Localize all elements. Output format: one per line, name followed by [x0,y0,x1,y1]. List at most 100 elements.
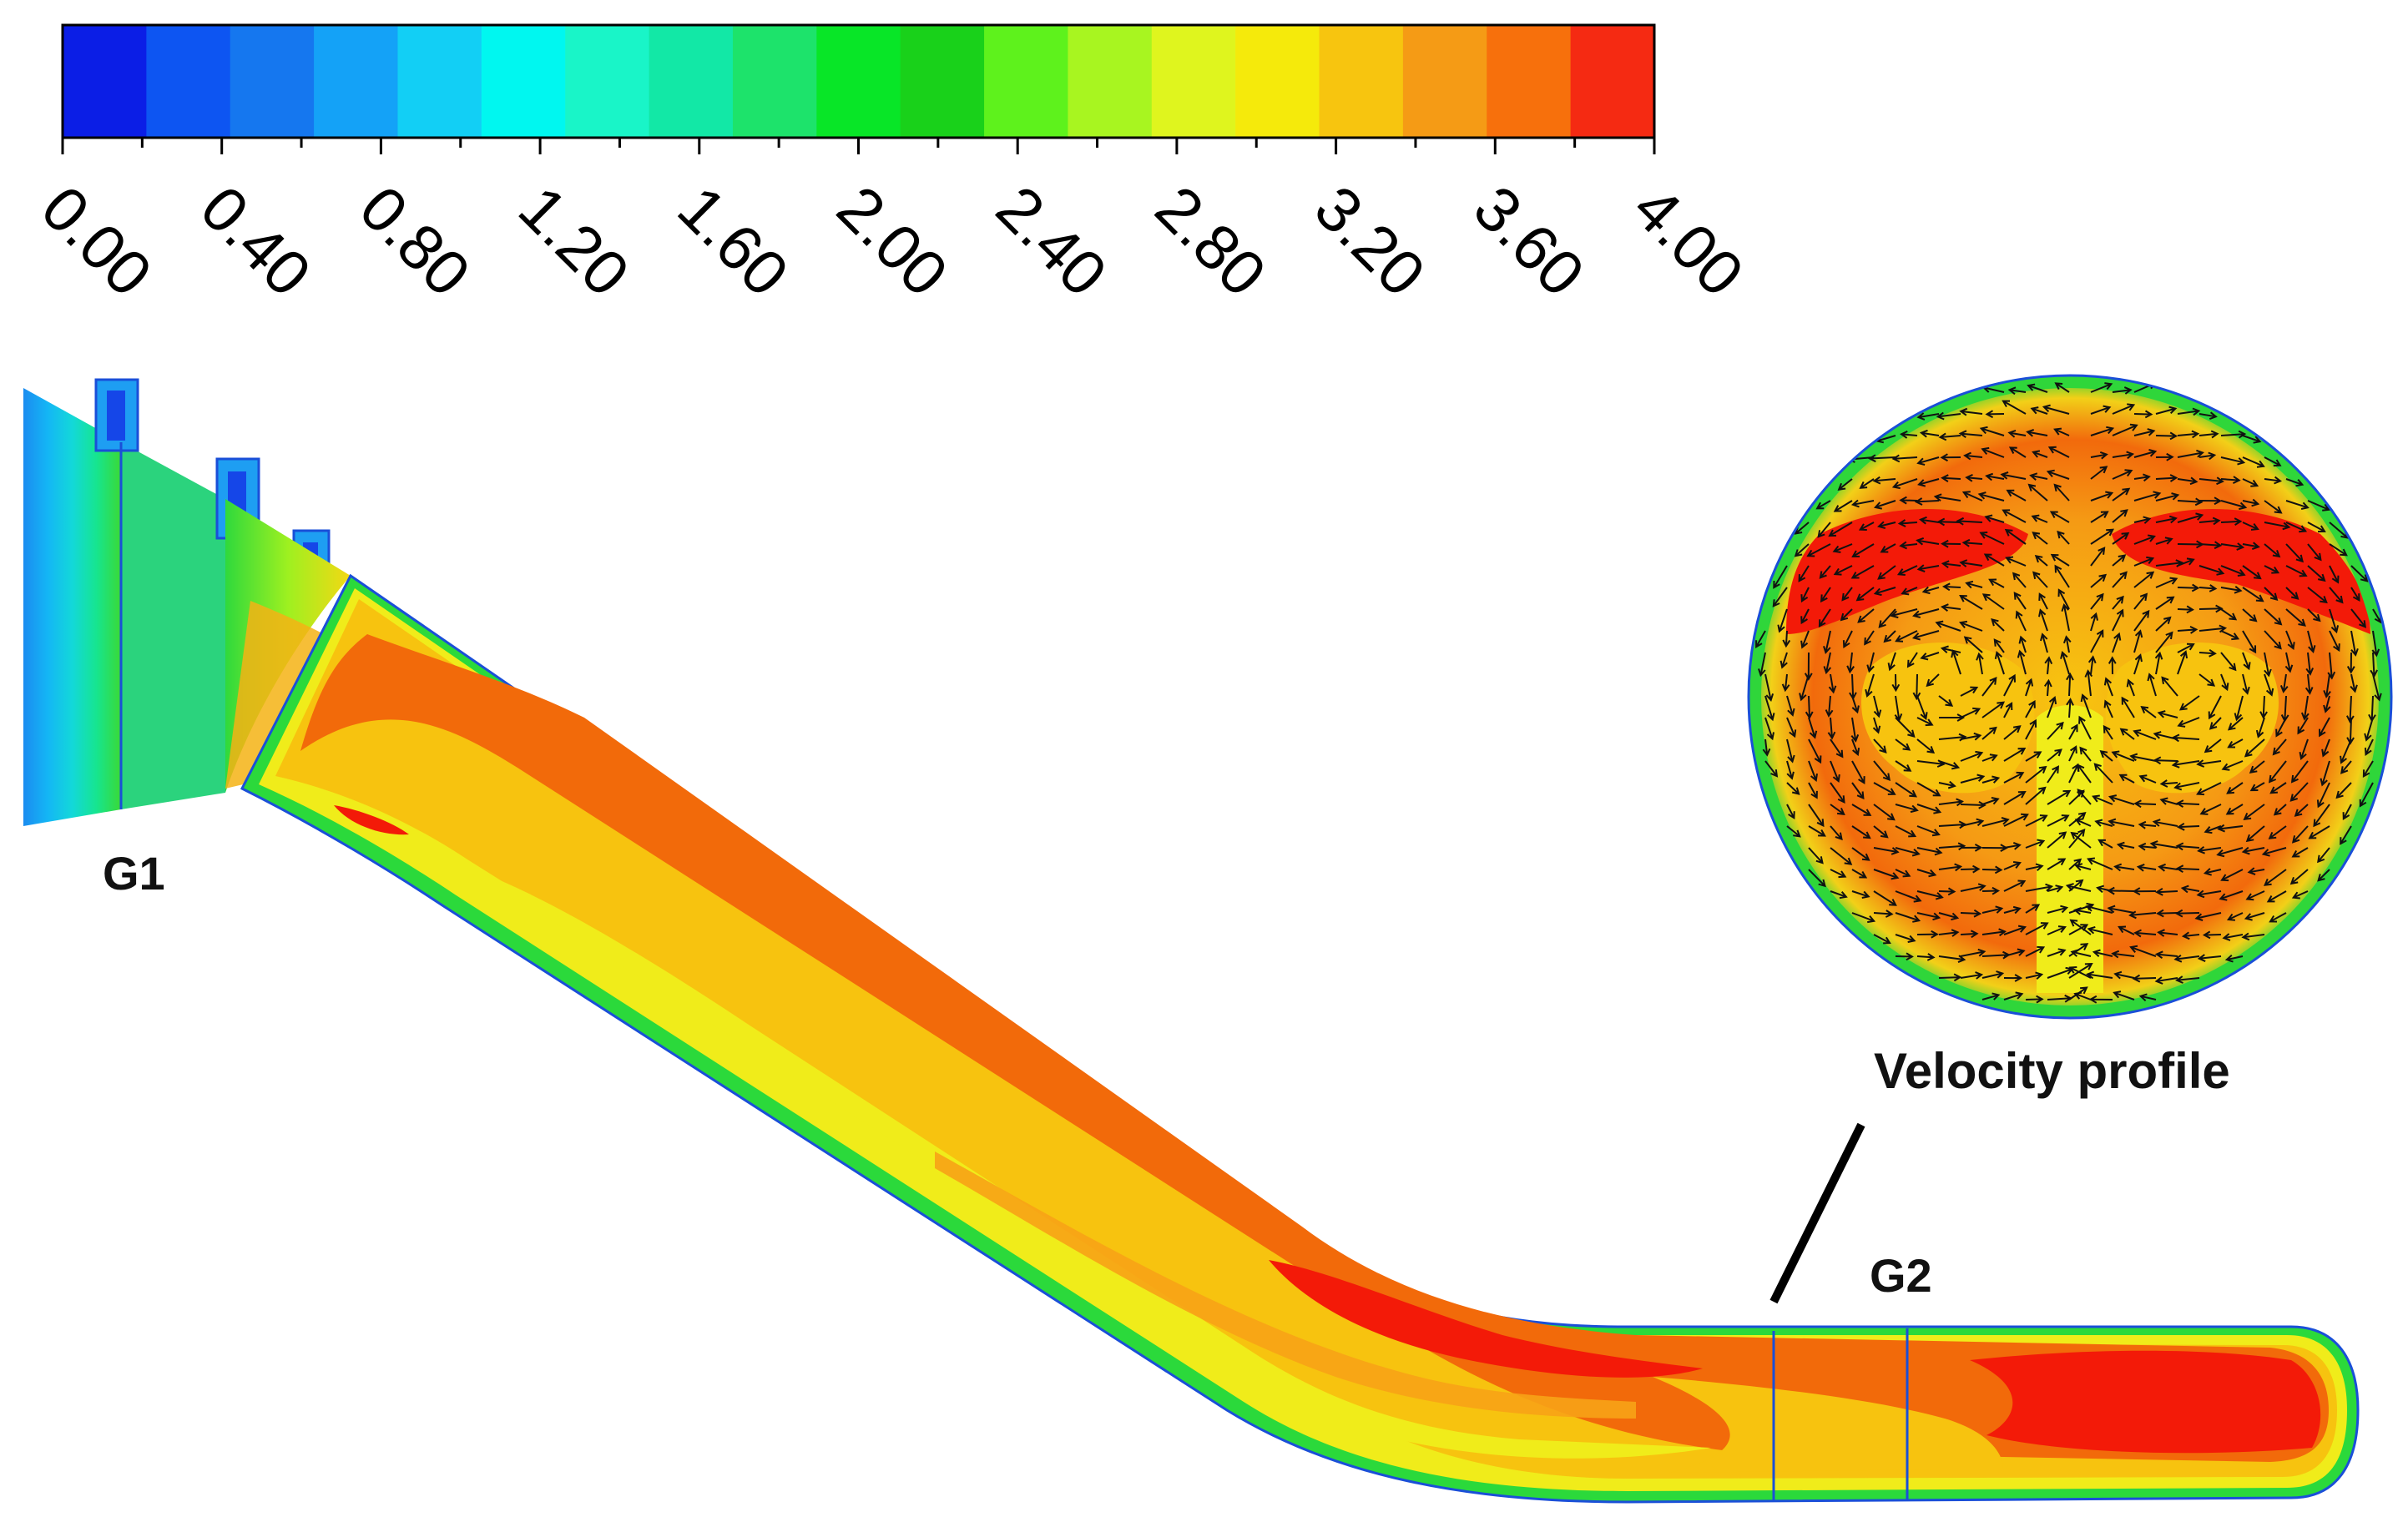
velocity-vector [1868,454,1896,463]
velocity-vector [1938,695,1954,707]
velocity-vector [1764,673,1774,702]
velocity-vector [2112,386,2133,395]
velocity-vector [1960,800,1986,809]
velocity-vector [1963,636,1983,653]
velocity-vector [2042,404,2070,415]
velocity-vector [2112,403,2136,415]
velocity-vector [1830,847,1853,865]
velocity-vector [1808,869,1826,888]
velocity-vector [1991,618,2005,632]
velocity-vector [2291,847,2309,858]
velocity-vector [2090,511,2109,523]
velocity-vector [2321,738,2330,758]
velocity-vector [1938,432,1961,441]
velocity-vector [1800,608,1810,625]
velocity-vector [2175,975,2200,984]
velocity-vector [1823,652,1832,675]
velocity-vector [1894,695,1903,722]
velocity-vector [1981,446,2005,458]
velocity-vector [2133,592,2148,610]
velocity-vector [2047,858,2067,870]
velocity-vector [2149,840,2178,849]
colorbar-band [816,25,901,138]
velocity-vector [2220,476,2241,485]
velocity-vector [2133,609,2150,632]
velocity-vector [2196,759,2222,768]
velocity-vector [1899,541,1918,550]
velocity-vector-field [1755,381,2382,1004]
velocity-vector [2121,696,2135,718]
velocity-vector [1938,842,1966,851]
velocity-vector [2289,869,2309,885]
velocity-vector [1961,491,1983,501]
velocity-vector [1916,717,1934,727]
velocity-vector [2003,842,2022,850]
velocity-vector [2155,452,2174,461]
velocity-vector [1841,587,1853,602]
velocity-vector [2133,929,2157,938]
velocity-vector [2208,695,2222,720]
hot-spot-outlet [1970,1350,2321,1454]
velocity-vector [2007,386,2027,396]
colorbar-band [146,25,231,138]
colorbar: 0.00 0.40 0.80 1.20 1.60 2.00 2.40 2.80 3.20 3.60… [28,23,1757,310]
velocity-vector [2359,782,2374,808]
velocity-vector [2307,587,2328,604]
velocity-vector [2086,970,2113,980]
velocity-vector [1830,804,1845,815]
velocity-vector [2285,587,2299,600]
velocity-vector [2242,498,2260,507]
velocity-vector [2307,522,2326,533]
velocity-vector [2284,652,2294,673]
velocity-vector [2003,879,2027,892]
velocity-vector [2316,782,2330,809]
velocity-vector [2025,814,2048,827]
velocity-vector [2112,487,2131,501]
velocity-vector [1960,844,1983,852]
velocity-vector [2305,673,2314,695]
velocity-vector [2329,587,2344,604]
velocity-vector [1891,478,1918,490]
velocity-vector [1938,929,1960,937]
velocity-vector [1916,456,1940,466]
velocity-vector [2269,912,2287,923]
velocity-vector [1786,695,1795,717]
velocity-vector [2217,824,2244,833]
velocity-vector [2307,565,2326,582]
velocity-vector [1960,750,1984,762]
velocity-vector [2291,825,2309,844]
hot-spot-upper [1269,1260,1703,1378]
velocity-vector [2272,738,2287,756]
velocity-vector [2068,963,2093,979]
velocity-vector [2263,869,2287,886]
velocity-vector [2242,522,2259,531]
velocity-vector [2264,543,2281,558]
velocity-vector [2242,435,2262,444]
velocity-vector [1956,517,1983,526]
velocity-vector [2364,717,2374,742]
velocity-vector [1873,587,1896,597]
label-g1: G1 [103,847,165,900]
velocity-vector [1959,559,1983,567]
velocity-vector [1981,905,2004,914]
velocity-vector [2108,794,2135,805]
velocity-vector [2090,547,2106,567]
velocity-vector [2006,489,2027,501]
velocity-vector [2220,430,2247,439]
velocity-vector [1786,782,1800,795]
velocity-vector [2157,929,2178,937]
velocity-vector [1917,478,1940,487]
profile-outline [1747,374,2393,1020]
velocity-vector [1941,474,1961,482]
velocity-vector [1851,782,1865,800]
velocity-vector [2077,764,2092,784]
velocity-vector [1916,804,1942,814]
velocity-vector [1777,608,1788,633]
velocity-vector [1897,519,1918,527]
velocity-vector [2155,887,2178,896]
velocity-vector [2226,912,2244,921]
velocity-vector [2005,556,2027,567]
velocity-vector [2255,717,2265,738]
velocity-vector [1941,560,1961,568]
velocity-vector [1846,652,1855,674]
